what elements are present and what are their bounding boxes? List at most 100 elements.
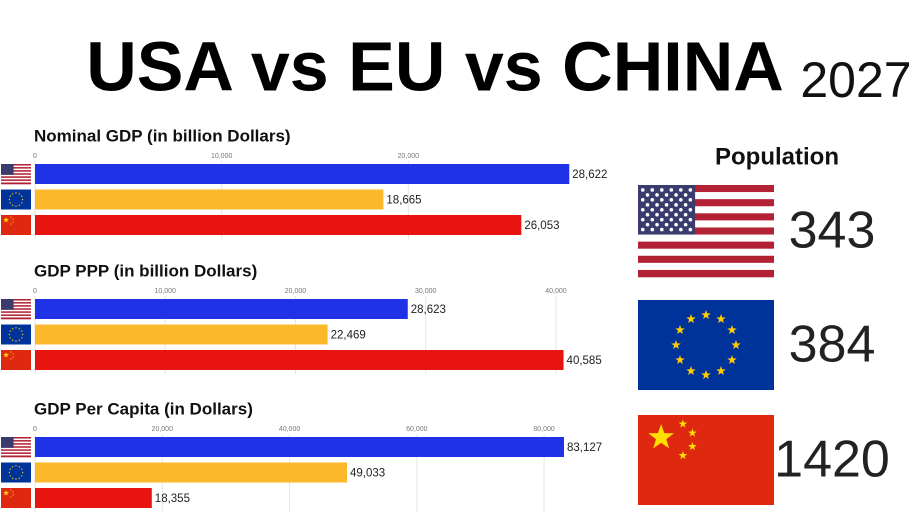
star <box>11 327 14 330</box>
star <box>645 222 650 227</box>
stripe <box>1 302 31 304</box>
value-label: 26,053 <box>524 220 559 232</box>
population-value: 384 <box>789 316 876 374</box>
stripe <box>1 455 31 458</box>
x-tick-label: 40,000 <box>279 426 301 433</box>
field <box>1 215 31 235</box>
stripe <box>1 177 31 180</box>
stripe <box>1 453 31 456</box>
star <box>660 198 664 202</box>
star <box>14 340 18 343</box>
stripe <box>1 182 31 185</box>
star <box>20 474 23 477</box>
star <box>671 340 681 349</box>
bar <box>35 488 152 508</box>
star <box>669 217 674 222</box>
star <box>688 217 693 222</box>
star <box>11 192 14 195</box>
star <box>688 442 697 451</box>
star <box>11 204 14 207</box>
star <box>664 212 669 217</box>
star <box>686 314 696 324</box>
canton <box>638 185 696 235</box>
stripe <box>1 164 31 166</box>
value-label: 49,033 <box>350 468 385 480</box>
star <box>701 310 711 319</box>
star <box>674 193 678 197</box>
bar <box>35 215 522 235</box>
star <box>8 198 11 201</box>
bar <box>35 350 564 370</box>
x-tick-label: 0 <box>33 153 37 160</box>
value-label: 18,355 <box>155 493 190 505</box>
star <box>683 212 688 217</box>
x-tick-label: 10,000 <box>211 153 233 160</box>
star <box>12 218 14 220</box>
stripe <box>1 447 31 450</box>
bar <box>35 164 570 184</box>
star <box>648 424 674 449</box>
population-title: Population <box>715 143 839 170</box>
star <box>9 336 12 339</box>
canton <box>1 164 14 175</box>
x-tick-label: 60,000 <box>406 426 428 433</box>
stripe <box>1 440 31 442</box>
star <box>14 478 18 481</box>
value-label: 40,585 <box>567 355 602 367</box>
star <box>701 370 711 379</box>
stripe <box>638 241 774 249</box>
star <box>12 353 14 355</box>
star <box>8 471 11 474</box>
stripe <box>638 255 774 264</box>
star <box>640 188 645 192</box>
star <box>640 217 645 222</box>
star <box>727 355 737 364</box>
x-tick-label: 80,000 <box>533 426 555 433</box>
stripe <box>1 306 31 309</box>
stripe <box>638 262 774 271</box>
star <box>3 217 10 223</box>
stripe <box>638 213 774 221</box>
star <box>716 366 726 375</box>
star <box>12 221 14 223</box>
stripe <box>638 234 774 242</box>
star <box>12 356 14 358</box>
stripe <box>638 248 774 257</box>
star <box>679 207 683 212</box>
star <box>18 339 21 342</box>
star <box>14 205 18 208</box>
star <box>669 207 674 212</box>
star <box>674 212 678 217</box>
star <box>679 198 683 202</box>
flag-usa <box>1 299 31 320</box>
stripe <box>1 309 31 312</box>
x-tick-label: 40,000 <box>545 288 567 295</box>
stripe <box>1 176 31 179</box>
stripe <box>638 206 774 214</box>
flag-china <box>638 415 774 505</box>
stripe <box>1 165 31 168</box>
field <box>1 189 31 210</box>
flag-china <box>1 215 31 235</box>
star <box>660 207 664 212</box>
star <box>669 188 674 192</box>
stripe <box>1 312 31 315</box>
star <box>675 355 685 364</box>
flag-eu <box>1 324 31 345</box>
star <box>11 477 14 480</box>
star <box>11 339 14 342</box>
star <box>688 227 693 232</box>
star <box>645 203 650 207</box>
star <box>655 193 659 197</box>
value-label: 28,623 <box>411 304 446 316</box>
flag-usa <box>1 164 31 185</box>
x-tick-label: 20,000 <box>152 426 174 433</box>
star <box>683 203 688 207</box>
x-tick-label: 10,000 <box>155 288 177 295</box>
stripe <box>1 444 31 447</box>
star <box>9 496 12 498</box>
stripe <box>1 179 31 182</box>
star <box>645 212 650 217</box>
canton <box>1 437 14 448</box>
star <box>20 330 23 333</box>
